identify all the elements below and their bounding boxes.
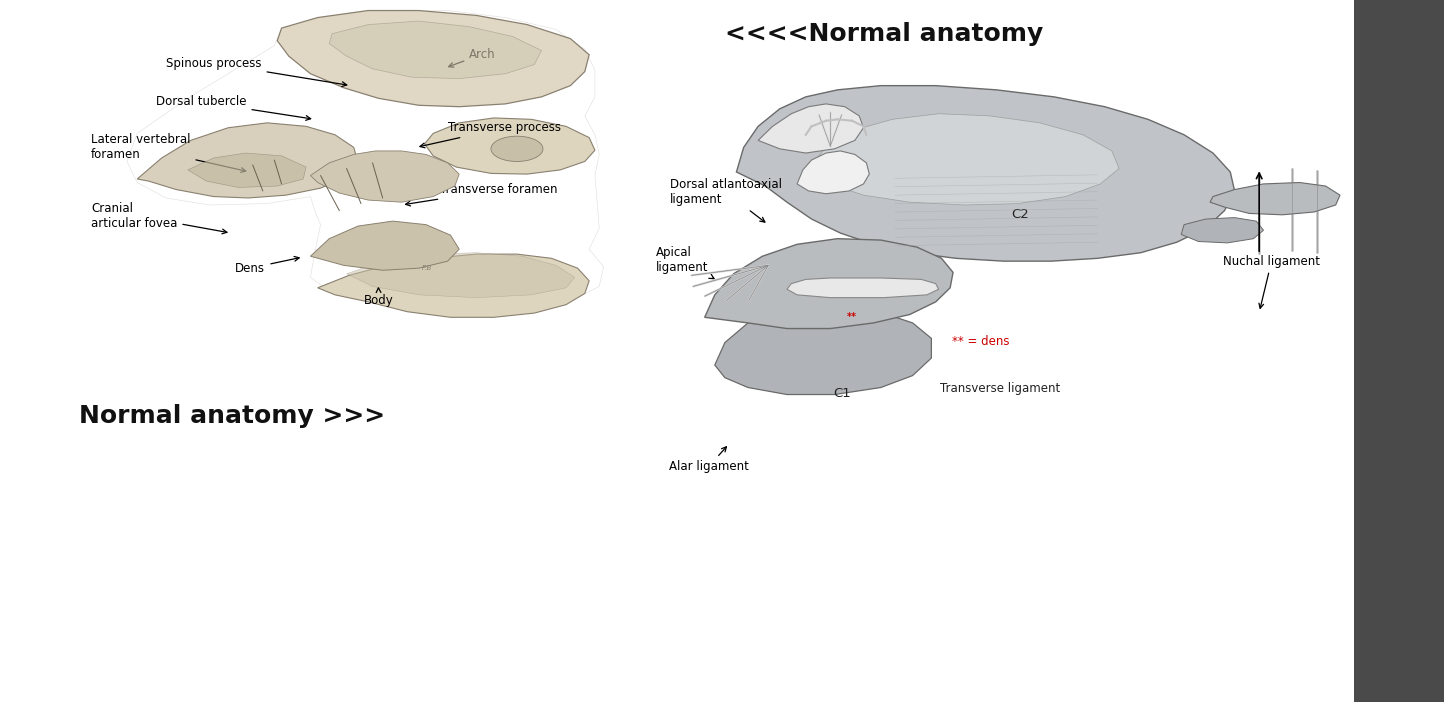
Text: C1: C1 <box>833 387 851 399</box>
Text: Transverse ligament: Transverse ligament <box>940 382 1060 395</box>
Text: Arch: Arch <box>449 48 495 67</box>
Text: Dens: Dens <box>235 256 299 274</box>
Text: P.B: P.B <box>422 265 433 271</box>
Polygon shape <box>310 151 459 202</box>
Polygon shape <box>787 278 939 298</box>
Polygon shape <box>797 151 869 194</box>
Text: Alar ligament: Alar ligament <box>669 446 748 473</box>
Polygon shape <box>736 86 1235 261</box>
Polygon shape <box>715 307 931 395</box>
Text: Dorsal tubercle: Dorsal tubercle <box>156 95 310 120</box>
Polygon shape <box>329 21 542 79</box>
Polygon shape <box>1210 183 1340 215</box>
Polygon shape <box>318 254 589 317</box>
Polygon shape <box>425 118 595 174</box>
Polygon shape <box>809 114 1119 205</box>
Text: Apical
ligament: Apical ligament <box>656 246 715 279</box>
Text: C2: C2 <box>1011 208 1028 220</box>
Text: Normal anatomy >>>: Normal anatomy >>> <box>79 404 386 428</box>
Text: Cranial
articular fovea: Cranial articular fovea <box>91 201 227 234</box>
Text: Transverse foramen: Transverse foramen <box>406 183 557 206</box>
Text: Spinous process: Spinous process <box>166 57 347 86</box>
Polygon shape <box>310 221 459 270</box>
Text: **: ** <box>848 312 856 322</box>
Text: Dorsal atlantoaxial
ligament: Dorsal atlantoaxial ligament <box>670 178 783 222</box>
Text: Body: Body <box>364 288 394 307</box>
Polygon shape <box>347 253 575 298</box>
Polygon shape <box>137 123 358 198</box>
Text: Lateral vertebral
foramen: Lateral vertebral foramen <box>91 133 245 172</box>
Text: ** = dens: ** = dens <box>952 335 1009 347</box>
Polygon shape <box>758 104 864 153</box>
Polygon shape <box>1181 218 1264 243</box>
Text: <<<<Normal anatomy: <<<<Normal anatomy <box>725 22 1043 46</box>
Circle shape <box>491 136 543 161</box>
Text: **: ** <box>852 312 862 322</box>
Text: Nuchal ligament: Nuchal ligament <box>1223 255 1320 308</box>
Bar <box>1354 0 1444 702</box>
Text: Transverse process: Transverse process <box>420 121 560 148</box>
Polygon shape <box>188 153 306 187</box>
Polygon shape <box>277 11 589 107</box>
Polygon shape <box>705 239 953 329</box>
